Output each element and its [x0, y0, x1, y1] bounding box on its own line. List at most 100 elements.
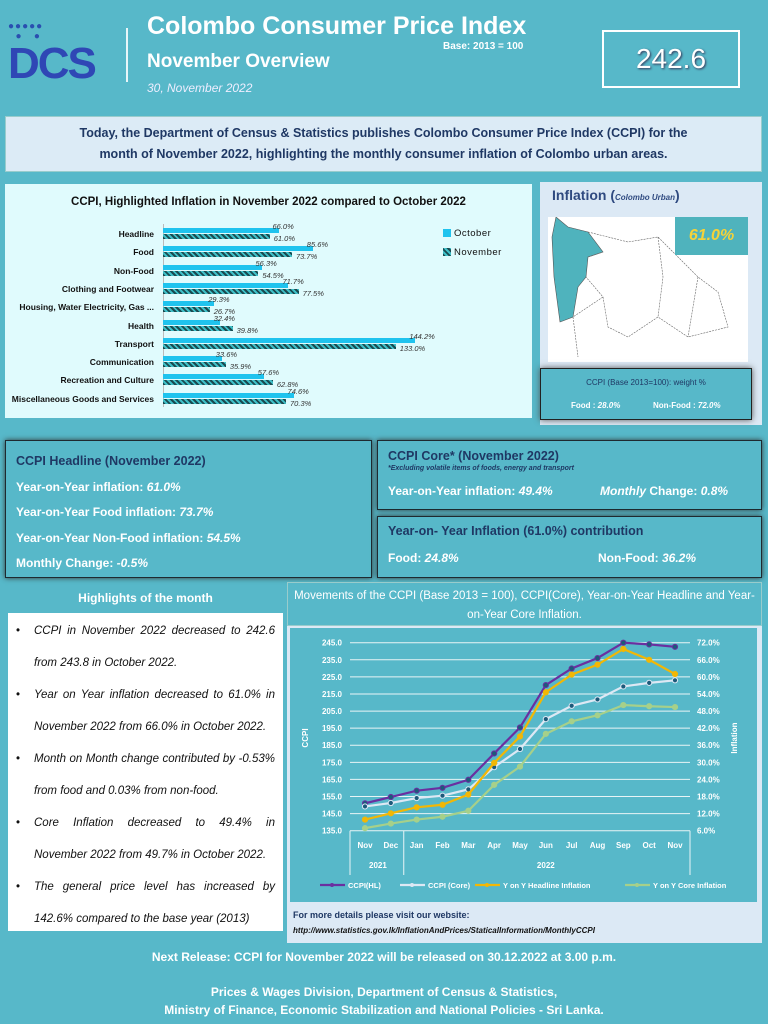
weight-title: CCPI (Base 2013=100): weight %	[586, 378, 706, 387]
bar-october	[163, 392, 294, 398]
data-point	[620, 645, 627, 653]
y-tick-label: 245.0	[322, 639, 343, 648]
data-point	[671, 670, 679, 678]
bar-value-label: 77.5%	[302, 288, 324, 298]
data-point	[439, 792, 446, 799]
contribution-box: Year-on- Year Inflation (61.0%) contribu…	[377, 516, 762, 578]
data-point	[568, 718, 575, 725]
next-release: Next Release: CCPI for November 2022 wil…	[151, 950, 617, 964]
data-point	[542, 730, 549, 737]
data-point	[620, 683, 627, 690]
core-title: CCPI Core* (November 2022)	[388, 449, 559, 463]
bar-value-label: 73.7%	[295, 252, 318, 262]
y-tick-label: 165.0	[322, 775, 343, 784]
bar-value-label: 29.3%	[208, 295, 230, 305]
bar-november	[163, 307, 210, 313]
legend-marker	[485, 883, 489, 887]
bar-value-label: 85.6%	[306, 240, 329, 250]
base-year: Base: 2013 = 100	[443, 41, 524, 52]
data-point	[594, 654, 601, 662]
page-subtitle: November Overview	[147, 51, 330, 72]
data-point	[516, 733, 524, 740]
headline-title: CCPI Headline (November 2022)	[16, 454, 206, 468]
data-point	[671, 703, 679, 711]
y-tick-label: 155.0	[322, 793, 343, 802]
legend-label: CCPI(HL)	[348, 881, 381, 890]
bar-value-label: 35.9%	[229, 362, 252, 372]
data-point	[413, 804, 420, 811]
y2-tick-label: 72.0%	[697, 639, 720, 648]
dcs-logo: ●●●●● ● ● DCS	[8, 21, 108, 86]
bar-october	[163, 319, 220, 325]
bar-category-label: Health	[128, 320, 154, 331]
page-title: Colombo Consumer Price Index	[147, 12, 527, 40]
data-point	[542, 681, 549, 689]
line-chart-title: Movements of the CCPI (Base 2013 = 100),…	[287, 582, 762, 626]
bar-value-label: 133.0%	[399, 343, 426, 353]
data-point	[568, 665, 575, 672]
headline-nonfood: Year-on-Year Non-Food inflation: 54.5%	[16, 530, 241, 545]
y-tick-label: 195.0	[322, 724, 343, 733]
bar-category-label: Transport	[114, 338, 154, 349]
map-shape-icon	[551, 216, 729, 358]
bar-category-label: Miscellaneous Goods and Services	[11, 393, 154, 404]
bar-value-label: 54.5%	[262, 270, 284, 280]
release-date: 30, November 2022	[147, 81, 253, 95]
data-point	[516, 745, 524, 753]
bar-october	[163, 301, 215, 307]
y2-tick-label: 18.0%	[697, 793, 720, 802]
highlight-item: CCPI in November 2022 decreased to 242.6…	[8, 615, 283, 679]
legend-label: Y on Y Headline Inflation	[503, 881, 591, 890]
y-tick-label: 175.0	[322, 758, 343, 767]
bar-category-label: Communication	[89, 357, 154, 368]
contribution-title: Year-on- Year Inflation (61.0%) contribu…	[388, 524, 644, 538]
bar-october	[163, 374, 264, 380]
bar-october	[163, 337, 416, 343]
core-note: *Excluding volatile items of foods, ener…	[388, 465, 574, 472]
x-tick-label: Feb	[435, 841, 449, 850]
data-point	[542, 689, 549, 696]
data-point	[620, 639, 627, 646]
y-tick-label: 135.0	[322, 827, 343, 836]
core-yoy: Year-on-Year inflation: 49.4%	[388, 484, 553, 498]
bar-value-label: 33.6%	[215, 350, 238, 360]
bar-axis	[163, 224, 164, 407]
bar-november	[163, 325, 233, 331]
highlights-title: Highlights of the month	[8, 585, 283, 613]
data-point	[594, 696, 601, 703]
legend-november: November	[443, 247, 502, 258]
y2-tick-label: 24.0%	[697, 775, 720, 784]
highlights-list: CCPI in November 2022 decreased to 242.6…	[8, 613, 283, 931]
contribution-nonfood: Non-Food: 36.2%	[598, 551, 697, 565]
data-point	[387, 799, 394, 807]
y2-tick-label: 60.0%	[697, 673, 720, 682]
data-point	[465, 776, 472, 783]
bar-value-label: 71.7%	[282, 276, 304, 286]
y-tick-label: 225.0	[322, 673, 343, 682]
highlight-item: Month on Month change contributed by -0.…	[8, 743, 283, 807]
core-monthly: Monthly Change: 0.8%	[600, 484, 729, 498]
data-point	[413, 787, 420, 794]
data-point	[594, 712, 601, 719]
website-link[interactable]: http://www.statistics.gov.lk/InflationAn…	[293, 926, 595, 935]
bar-category-label: Recreation and Culture	[60, 375, 154, 386]
data-point	[516, 763, 524, 770]
bar-value-label: 61.0%	[273, 234, 296, 243]
y2-tick-label: 48.0%	[697, 707, 720, 716]
legend-october: October	[443, 228, 491, 239]
logo-dots-icon: ●●●●● ● ●	[8, 21, 44, 42]
bar-october	[163, 246, 313, 252]
bar-october	[163, 264, 262, 270]
x-tick-label: Oct	[642, 841, 656, 850]
highlight-item: Year on Year inflation decreased to 61.0…	[8, 679, 283, 743]
colombo-map	[548, 216, 748, 362]
bar-october	[163, 282, 289, 288]
bar-category-label: Non-Food	[113, 265, 154, 276]
data-point	[491, 750, 498, 757]
bar-category-label: Housing, Water Electricity, Gas ...	[19, 302, 154, 313]
data-point	[646, 656, 653, 663]
line-chart: 135.0 6.0% 145.0 12.0% 155.0 18.0% 165.0 24.0% 1…	[290, 628, 757, 902]
data-point	[439, 784, 446, 791]
data-point	[361, 803, 369, 810]
data-point	[671, 643, 679, 650]
